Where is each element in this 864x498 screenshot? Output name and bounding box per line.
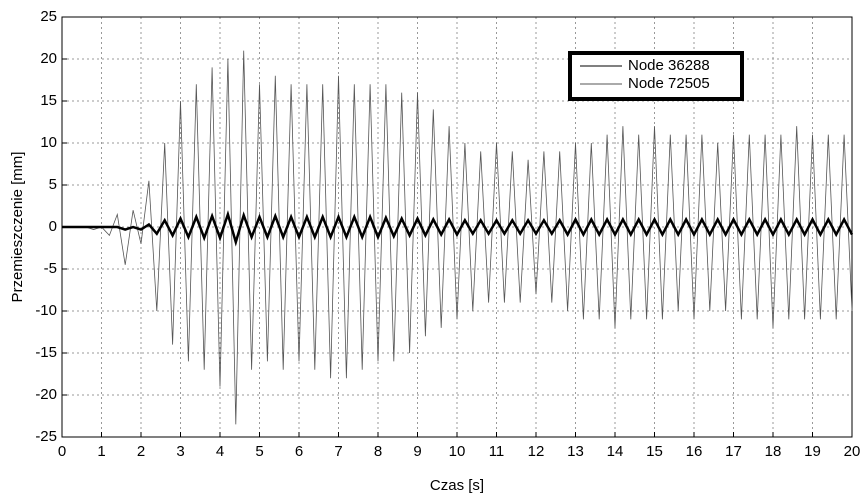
x-tick-label: 10 (449, 443, 466, 460)
y-tick-label: 20 (40, 50, 57, 67)
x-tick-label: 15 (646, 443, 663, 460)
y-tick-label: -25 (35, 428, 57, 445)
y-tick-label: -20 (35, 386, 57, 403)
x-tick-label: 8 (374, 443, 382, 460)
x-tick-label: 0 (58, 443, 66, 460)
y-tick-label: -10 (35, 302, 57, 319)
x-tick-label: 5 (255, 443, 263, 460)
x-tick-label: 2 (137, 443, 145, 460)
y-tick-label: 15 (40, 92, 57, 109)
x-tick-label: 1 (97, 443, 105, 460)
x-axis-label: Czas [s] (430, 477, 484, 494)
y-tick-label: 0 (49, 218, 57, 235)
y-tick-label: -5 (44, 260, 57, 277)
x-tick-label: 18 (765, 443, 782, 460)
y-axis-label: Przemieszczenie [mm] (9, 152, 26, 303)
x-tick-label: 4 (216, 443, 224, 460)
x-tick-label: 13 (567, 443, 584, 460)
x-tick-label: 17 (725, 443, 742, 460)
x-tick-label: 11 (489, 443, 505, 460)
x-tick-label: 12 (528, 443, 545, 460)
legend-label: Node 72505 (628, 75, 710, 92)
y-tick-label: 10 (40, 134, 57, 151)
x-tick-label: 19 (804, 443, 821, 460)
x-tick-label: 16 (686, 443, 703, 460)
series-line (62, 210, 854, 247)
y-tick-label: 5 (49, 176, 57, 193)
y-tick-label: -15 (35, 344, 57, 361)
x-tick-label: 7 (334, 443, 342, 460)
x-tick-label: 3 (176, 443, 184, 460)
y-tick-label: 25 (40, 8, 57, 25)
series-line (62, 50, 853, 425)
x-tick-label: 9 (413, 443, 421, 460)
x-tick-label: 6 (295, 443, 303, 460)
x-tick-label: 14 (607, 443, 624, 460)
legend-label: Node 36288 (628, 57, 710, 74)
x-tick-label: 20 (844, 443, 861, 460)
legend-box (568, 51, 744, 101)
